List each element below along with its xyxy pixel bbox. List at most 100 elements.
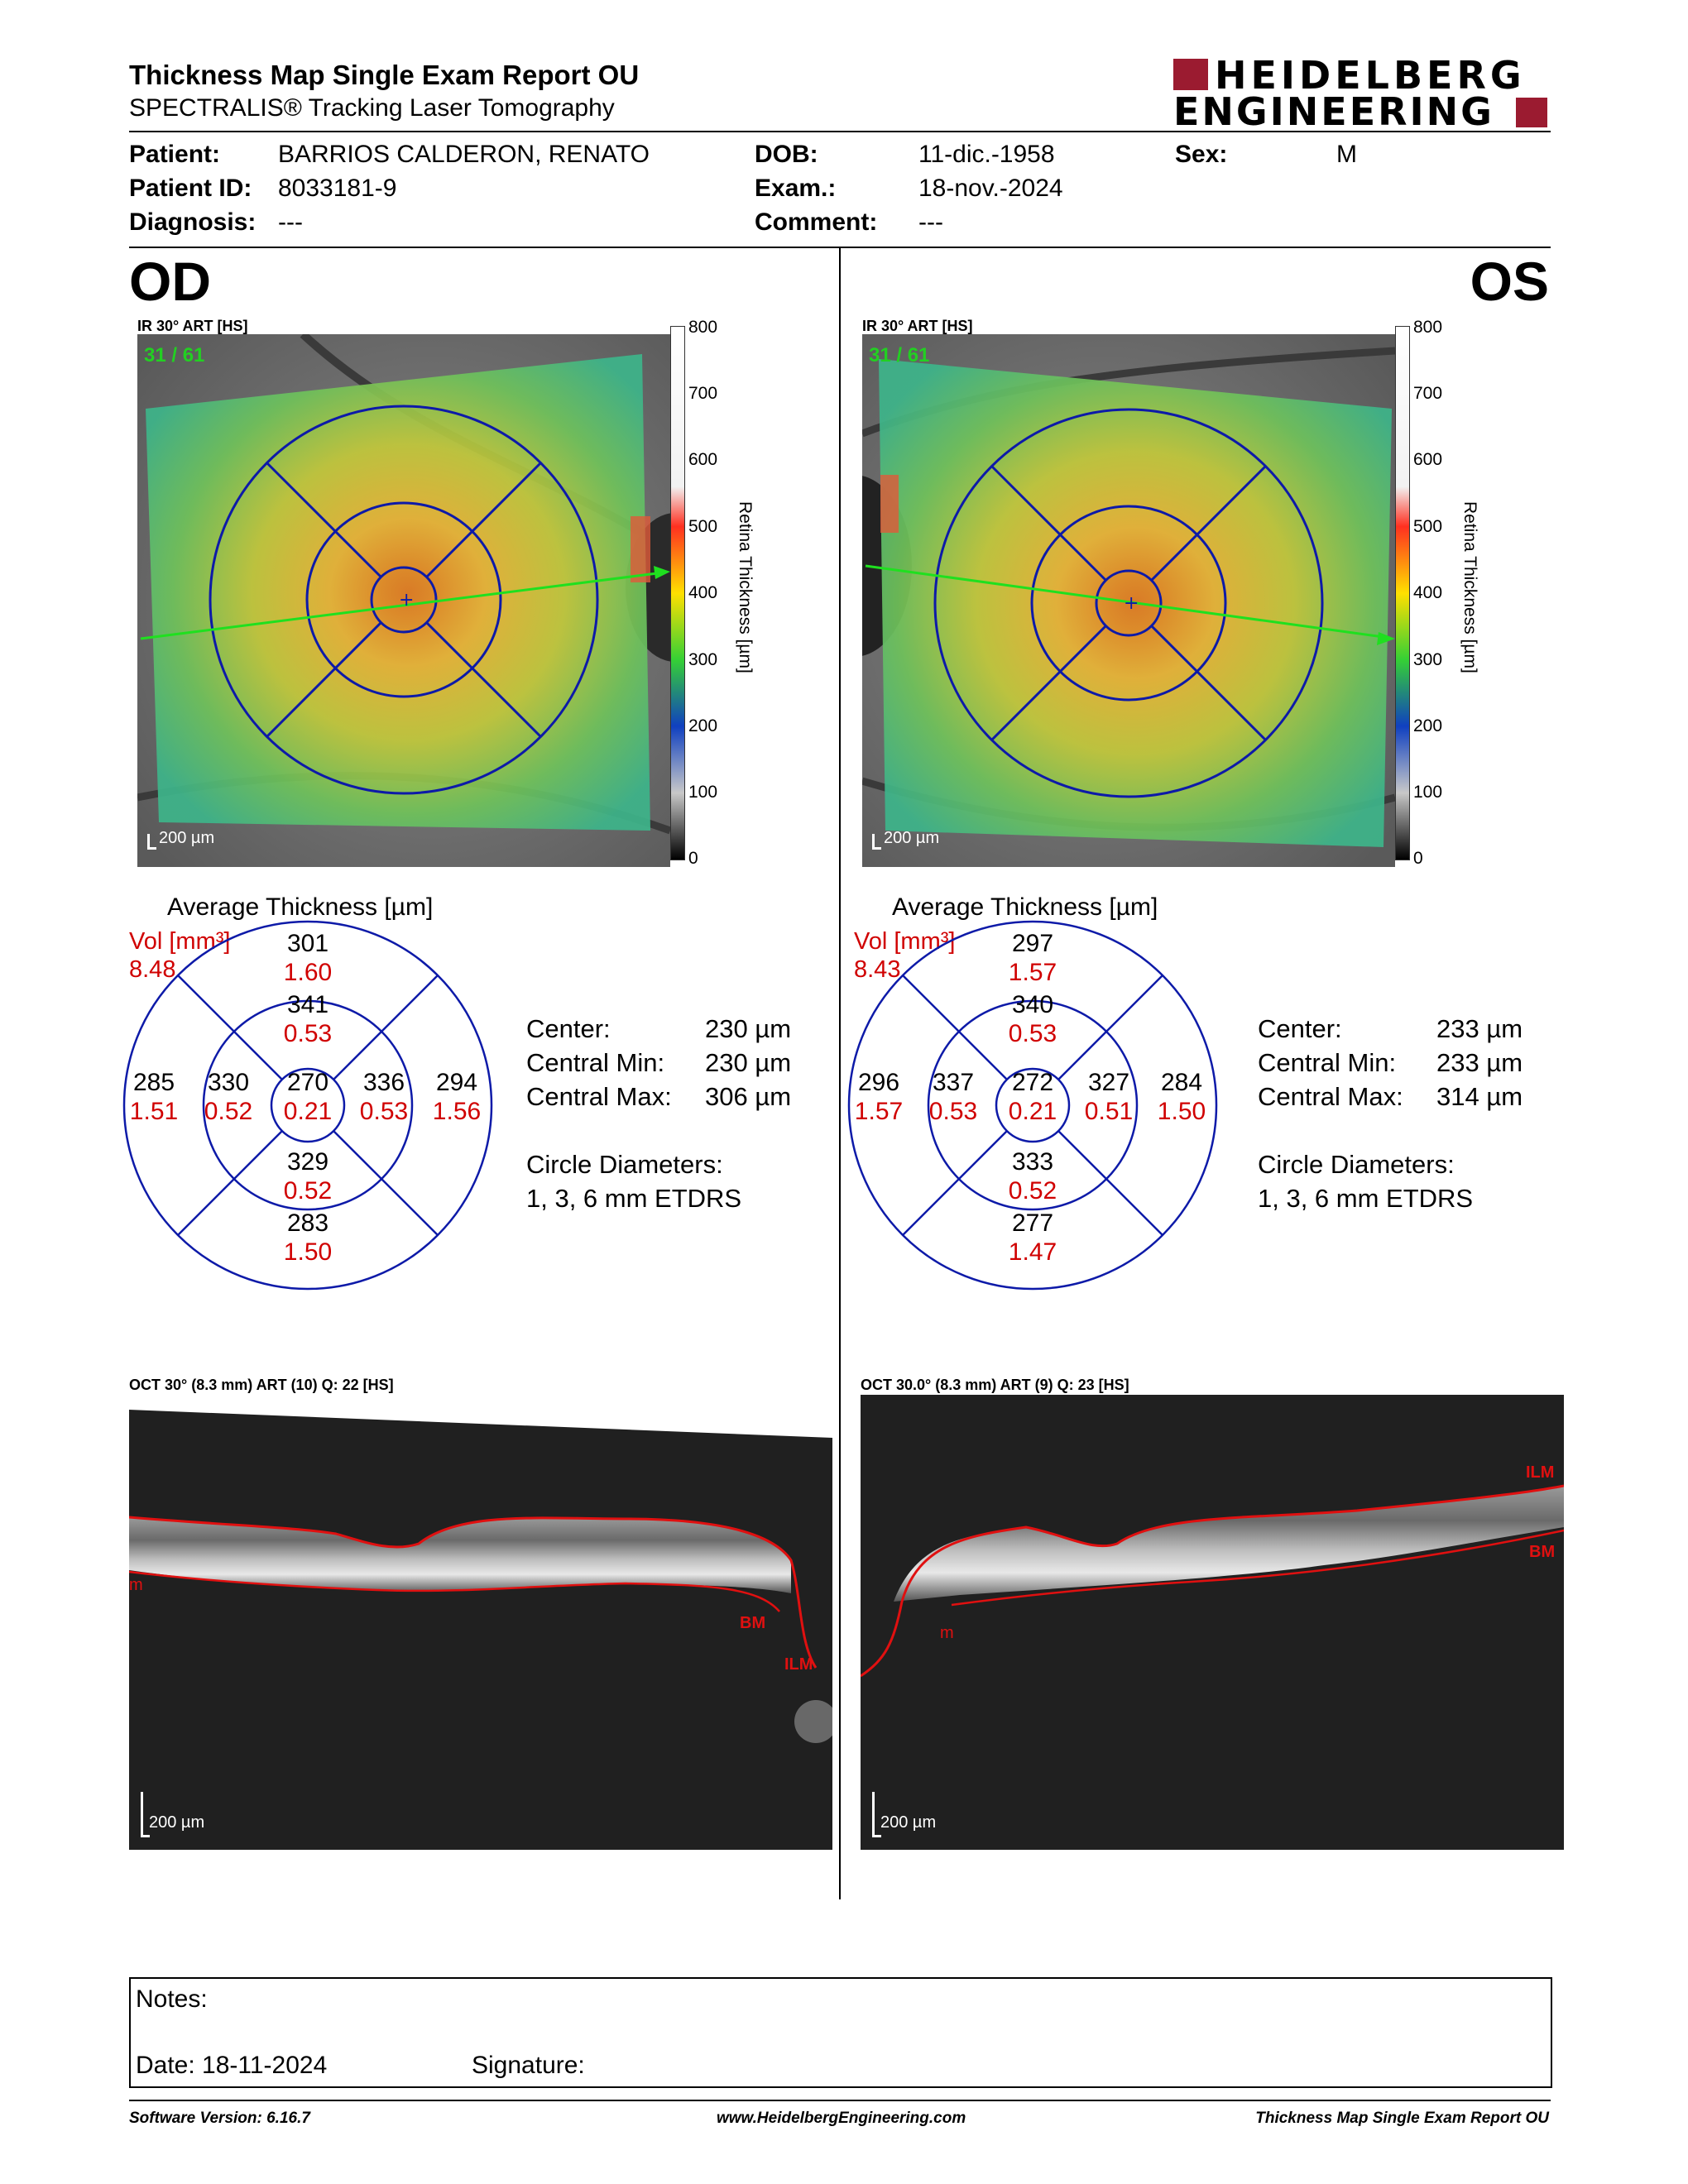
od-inner-superior-volume: 0.53 — [283, 1020, 333, 1047]
logo-square-bottom — [1516, 98, 1547, 127]
footer-website[interactable]: www.HeidelbergEngineering.com — [717, 2110, 966, 2127]
os-inner-right-thickness: 327 — [1087, 1069, 1130, 1096]
os-etdrs-values: 297 1.57 340 0.53 296 1.57 337 0.53 272 … — [847, 920, 1218, 1291]
od-tick: 500 — [688, 517, 718, 536]
exam-label: Exam.: — [755, 175, 837, 202]
os-center-volume: 0.21 — [1008, 1098, 1057, 1125]
od-tick: 600 — [688, 450, 718, 469]
comment-value: --- — [918, 208, 943, 236]
os-outer-superior-thickness: 297 — [1011, 930, 1054, 957]
od-circle-diameters-value: 1, 3, 6 mm ETDRS — [526, 1184, 742, 1213]
od-outer-inferior-thickness: 283 — [286, 1209, 329, 1237]
os-inner-right-volume: 0.51 — [1084, 1098, 1134, 1125]
od-circle-diameters-label: Circle Diameters: — [526, 1150, 723, 1179]
os-avg-thickness-title: Average Thickness [µm] — [892, 893, 1158, 921]
comment-label: Comment: — [755, 208, 878, 236]
os-colorbar — [1395, 326, 1410, 860]
os-tick: 700 — [1413, 384, 1443, 403]
od-outer-right-volume: 1.56 — [432, 1098, 482, 1125]
os-frame-counter: 31 / 61 — [869, 344, 930, 366]
os-center-thickness: 272 — [1011, 1069, 1054, 1096]
od-tick: 300 — [688, 650, 718, 669]
os-fundus-scale: 200 µm — [884, 829, 940, 847]
od-center-thickness: 270 — [286, 1069, 329, 1096]
os-central-min-value: 233 µm — [1436, 1048, 1523, 1077]
report-title: Thickness Map Single Exam Report OU — [129, 60, 640, 90]
dob-label: DOB: — [755, 141, 818, 168]
os-outer-left-volume: 1.57 — [854, 1098, 904, 1125]
od-outer-right-thickness: 294 — [435, 1069, 478, 1096]
od-oct-ilm-label: ILM — [784, 1655, 813, 1674]
os-ir-label: IR 30° ART [HS] — [862, 318, 973, 334]
diagnosis-value: --- — [278, 208, 303, 236]
od-tick: 0 — [688, 849, 698, 868]
os-oct-scale: 200 µm — [880, 1813, 937, 1832]
os-colorbar-title: Retina Thickness [µm] — [1460, 501, 1479, 673]
od-center-value: 230 µm — [705, 1014, 792, 1043]
dob-value: 11-dic.-1958 — [918, 141, 1055, 168]
od-central-min-label: Central Min: — [526, 1048, 665, 1077]
os-outer-right-thickness: 284 — [1160, 1069, 1203, 1096]
center-divider — [839, 247, 841, 1899]
os-tick: 500 — [1413, 517, 1443, 536]
od-tick: 100 — [688, 783, 718, 802]
os-inner-superior-volume: 0.53 — [1008, 1020, 1057, 1047]
os-eye-label: OS — [1470, 251, 1549, 312]
svg-text:+: + — [1124, 593, 1139, 614]
os-inner-inferior-volume: 0.52 — [1008, 1177, 1057, 1205]
footer-rule — [129, 2100, 1551, 2101]
os-central-min-label: Central Min: — [1258, 1048, 1397, 1077]
patient-label: Patient: — [129, 141, 221, 168]
od-inner-left-volume: 0.52 — [204, 1098, 253, 1125]
od-tick: 800 — [688, 318, 718, 337]
od-tick: 700 — [688, 384, 718, 403]
od-fundus-image: + 31 / 61 200 µm — [137, 334, 670, 867]
os-tick: 600 — [1413, 450, 1443, 469]
notes-label: Notes: — [136, 1985, 208, 2013]
od-oct-bm-label: BM — [740, 1614, 765, 1632]
od-inner-right-volume: 0.53 — [359, 1098, 409, 1125]
os-oct-bscan: m BM ILM 200 µm — [861, 1395, 1564, 1850]
od-inner-inferior-thickness: 329 — [286, 1148, 329, 1176]
od-oct-label: OCT 30° (8.3 mm) ART (10) Q: 22 [HS] — [129, 1377, 394, 1393]
os-inner-inferior-thickness: 333 — [1011, 1148, 1054, 1176]
os-tick: 300 — [1413, 650, 1443, 669]
os-tick: 800 — [1413, 318, 1443, 337]
os-circle-diameters-label: Circle Diameters: — [1258, 1150, 1455, 1179]
od-colorbar — [670, 326, 685, 860]
od-outer-superior-thickness: 301 — [286, 930, 329, 957]
footer-software-version: Software Version: 6.16.7 — [129, 2110, 310, 2127]
os-oct-bm-label: BM — [1529, 1543, 1555, 1561]
os-inner-left-thickness: 337 — [932, 1069, 975, 1096]
os-center-label: Center: — [1258, 1014, 1342, 1043]
od-avg-thickness-title: Average Thickness [µm] — [167, 893, 434, 921]
sex-value: M — [1336, 141, 1357, 168]
od-oct-bscan: m BM ILM 200 µm — [129, 1395, 832, 1850]
report-subtitle: SPECTRALIS® Tracking Laser Tomography — [129, 94, 615, 122]
os-oct-label: OCT 30.0° (8.3 mm) ART (9) Q: 23 [HS] — [861, 1377, 1129, 1393]
os-tick: 100 — [1413, 783, 1443, 802]
os-etdrs-grid — [847, 920, 1218, 1291]
od-central-max-value: 306 µm — [705, 1082, 792, 1111]
od-etdrs-values: 301 1.60 341 0.53 285 1.51 330 0.52 270 … — [122, 920, 493, 1291]
od-frame-counter: 31 / 61 — [144, 344, 205, 366]
od-vol-label: Vol [mm³] — [129, 928, 231, 955]
od-center-label: Center: — [526, 1014, 611, 1043]
os-central-max-value: 314 µm — [1436, 1082, 1523, 1111]
od-outer-superior-volume: 1.60 — [283, 959, 333, 986]
os-oct-ilm-label: ILM — [1526, 1463, 1554, 1482]
signature-label: Signature: — [472, 2052, 585, 2079]
notes-box[interactable]: Notes: Date: 18-11-2024 Signature: — [129, 1977, 1552, 2088]
sex-label: Sex: — [1175, 141, 1228, 168]
od-ir-label: IR 30° ART [HS] — [137, 318, 248, 334]
os-scale-bar — [872, 834, 881, 850]
logo-square-top — [1173, 59, 1208, 90]
od-central-min-value: 230 µm — [705, 1048, 792, 1077]
od-oct-scale-bar — [141, 1792, 150, 1837]
exam-value: 18-nov.-2024 — [918, 175, 1063, 202]
os-outer-inferior-volume: 1.47 — [1008, 1238, 1057, 1266]
od-etdrs-grid — [122, 920, 493, 1291]
od-center-volume: 0.21 — [283, 1098, 333, 1125]
od-inner-right-thickness: 336 — [362, 1069, 405, 1096]
patient-id-label: Patient ID: — [129, 175, 252, 202]
